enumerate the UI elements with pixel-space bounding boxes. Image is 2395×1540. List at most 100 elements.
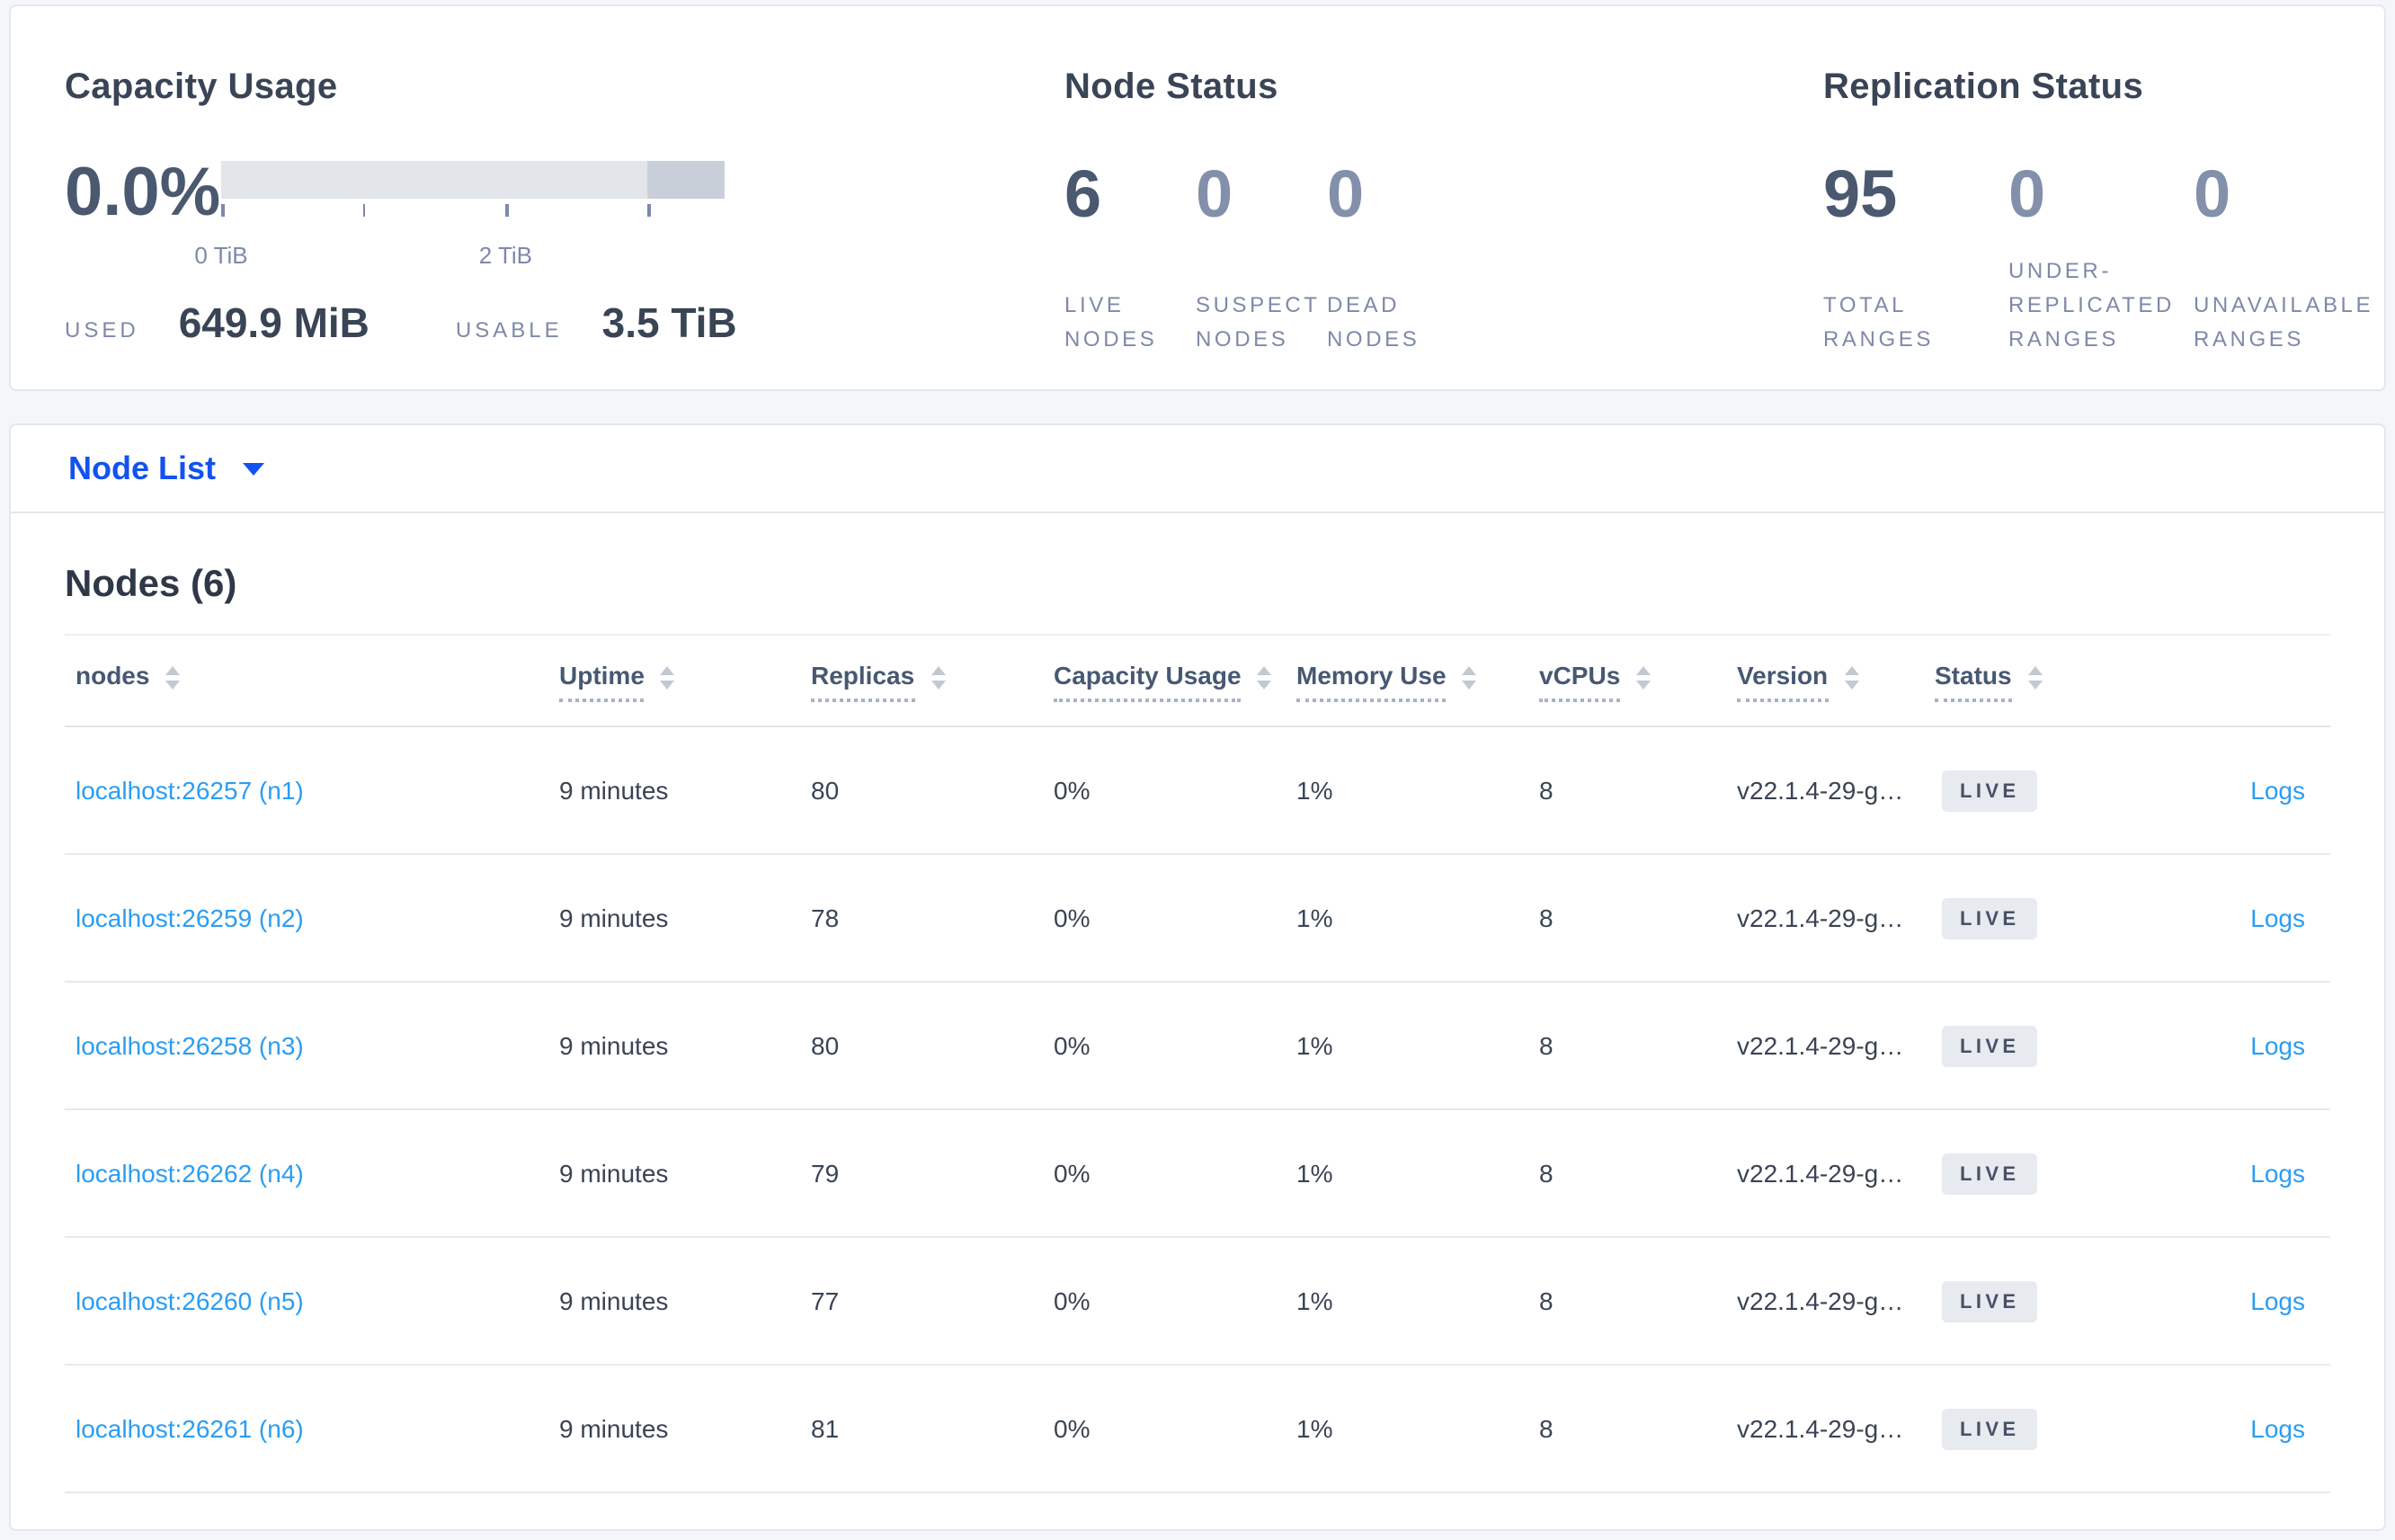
sort-icon bbox=[930, 665, 946, 689]
chevron-down-icon bbox=[243, 462, 265, 475]
logs-link[interactable]: Logs bbox=[2250, 1031, 2305, 1060]
axis-tick bbox=[221, 204, 224, 217]
stat-dead-nodes: 0 DEAD NODES bbox=[1327, 157, 1458, 357]
capacity-bar-track bbox=[221, 161, 725, 199]
status-badge: LIVE bbox=[1942, 1280, 2038, 1322]
axis-label-0tib: 0 TiB bbox=[194, 242, 248, 269]
column-header-nodes[interactable]: nodes bbox=[65, 660, 559, 701]
column-header-version[interactable]: Version bbox=[1737, 660, 1935, 701]
status-badge: LIVE bbox=[1942, 1153, 2038, 1194]
sort-icon bbox=[1636, 665, 1652, 689]
node-link[interactable]: localhost:26260 (n5) bbox=[76, 1286, 304, 1315]
node-link[interactable]: localhost:26259 (n2) bbox=[76, 904, 304, 932]
memory-use-cell: 1% bbox=[1296, 1159, 1333, 1188]
column-header-uptime[interactable]: Uptime bbox=[559, 660, 811, 701]
table-row: localhost:26262 (n4) 9 minutes 79 0% 1% … bbox=[65, 1110, 2330, 1238]
live-nodes-label: LIVE NODES bbox=[1064, 292, 1158, 352]
node-link[interactable]: localhost:26261 (n6) bbox=[76, 1414, 304, 1443]
version-cell: v22.1.4-29-g… bbox=[1737, 1159, 1904, 1188]
used-label: USED bbox=[65, 317, 139, 343]
suspect-nodes-label: SUSPECT NODES bbox=[1196, 292, 1321, 352]
stat-total-ranges: 95 TOTAL RANGES bbox=[1823, 157, 2008, 357]
sort-icon bbox=[660, 665, 675, 689]
replication-status-title: Replication Status bbox=[1823, 67, 2144, 107]
table-row: localhost:26259 (n2) 9 minutes 78 0% 1% … bbox=[65, 855, 2330, 983]
vcpus-cell: 8 bbox=[1539, 1414, 1554, 1443]
uptime-cell: 9 minutes bbox=[559, 1031, 669, 1060]
memory-use-cell: 1% bbox=[1296, 1031, 1333, 1060]
cluster-overview-page: Capacity Usage 0.0% 0 TiB 2 TiB bbox=[0, 4, 2395, 1540]
version-cell: v22.1.4-29-g… bbox=[1737, 1031, 1904, 1060]
memory-use-cell: 1% bbox=[1296, 776, 1333, 805]
replication-status-section: Replication Status 95 TOTAL RANGES 0 UND… bbox=[1823, 64, 2384, 389]
column-header-vcpus[interactable]: vCPUs bbox=[1539, 660, 1737, 701]
vcpus-cell: 8 bbox=[1539, 1159, 1554, 1188]
capacity-usage-cell: 0% bbox=[1054, 1031, 1091, 1060]
vcpus-cell: 8 bbox=[1539, 904, 1554, 932]
status-badge: LIVE bbox=[1942, 1408, 2038, 1449]
dead-nodes-value: 0 bbox=[1327, 157, 1365, 231]
uptime-cell: 9 minutes bbox=[559, 904, 669, 932]
sort-icon bbox=[1844, 665, 1859, 689]
capacity-usage-cell: 0% bbox=[1054, 1414, 1091, 1443]
column-header-status[interactable]: Status bbox=[1935, 660, 2123, 701]
capacity-usage-cell: 0% bbox=[1054, 1286, 1091, 1315]
sort-icon bbox=[1257, 665, 1272, 689]
sort-icon bbox=[165, 665, 181, 689]
axis-tick bbox=[505, 204, 509, 217]
under-replicated-ranges-label: UNDER-REPLICATED RANGES bbox=[2008, 258, 2175, 352]
vcpus-cell: 8 bbox=[1539, 1031, 1554, 1060]
live-nodes-value: 6 bbox=[1064, 157, 1102, 231]
capacity-bar-chart: 0 TiB 2 TiB bbox=[194, 161, 725, 271]
node-link[interactable]: localhost:26257 (n1) bbox=[76, 776, 304, 805]
sort-icon bbox=[2027, 665, 2043, 689]
replicas-cell: 78 bbox=[811, 904, 840, 932]
stat-under-replicated-ranges: 0 UNDER-REPLICATED RANGES bbox=[2008, 157, 2194, 357]
view-selector-bar: Node List bbox=[11, 425, 2384, 513]
replicas-cell: 80 bbox=[811, 776, 840, 805]
column-header-replicas[interactable]: Replicas bbox=[811, 660, 1054, 701]
nodes-count-title: Nodes (6) bbox=[65, 564, 237, 605]
capacity-usage-cell: 0% bbox=[1054, 776, 1091, 805]
under-replicated-ranges-value: 0 bbox=[2008, 157, 2046, 231]
logs-link[interactable]: Logs bbox=[2250, 904, 2305, 932]
replicas-cell: 77 bbox=[811, 1286, 840, 1315]
replicas-cell: 80 bbox=[811, 1031, 840, 1060]
unavailable-ranges-label: UNAVAILABLE RANGES bbox=[2194, 292, 2374, 352]
unavailable-ranges-value: 0 bbox=[2194, 157, 2231, 231]
nodes-table-section: Nodes (6) nodes Uptime Replicas bbox=[11, 562, 2384, 1529]
capacity-usage-cell: 0% bbox=[1054, 1159, 1091, 1188]
stat-unavailable-ranges: 0 UNAVAILABLE RANGES bbox=[2194, 157, 2379, 357]
total-ranges-label: TOTAL RANGES bbox=[1823, 292, 1934, 352]
nodes-table: nodes Uptime Replicas Capacity Usage bbox=[65, 634, 2330, 1493]
node-list-dropdown[interactable]: Node List bbox=[68, 450, 265, 487]
logs-link[interactable]: Logs bbox=[2250, 1286, 2305, 1315]
logs-link[interactable]: Logs bbox=[2250, 1414, 2305, 1443]
table-row: localhost:26258 (n3) 9 minutes 80 0% 1% … bbox=[65, 983, 2330, 1110]
uptime-cell: 9 minutes bbox=[559, 1414, 669, 1443]
node-list-panel: Node List Nodes (6) nodes Uptime bbox=[9, 423, 2386, 1531]
stat-live-nodes: 6 LIVE NODES bbox=[1064, 157, 1196, 357]
sort-icon bbox=[1462, 665, 1477, 689]
node-status-title: Node Status bbox=[1064, 67, 1278, 107]
vcpus-cell: 8 bbox=[1539, 776, 1554, 805]
capacity-bar-segment bbox=[647, 161, 725, 199]
used-value: 649.9 MiB bbox=[178, 299, 369, 346]
node-link[interactable]: localhost:26258 (n3) bbox=[76, 1031, 304, 1060]
capacity-stats: USED 649.9 MiB USABLE 3.5 TiB bbox=[65, 299, 1064, 348]
version-cell: v22.1.4-29-g… bbox=[1737, 904, 1904, 932]
column-header-capacity-usage[interactable]: Capacity Usage bbox=[1054, 660, 1296, 701]
node-link[interactable]: localhost:26262 (n4) bbox=[76, 1159, 304, 1188]
table-row: localhost:26257 (n1) 9 minutes 80 0% 1% … bbox=[65, 727, 2330, 855]
version-cell: v22.1.4-29-g… bbox=[1737, 776, 1904, 805]
uptime-cell: 9 minutes bbox=[559, 776, 669, 805]
column-header-memory-use[interactable]: Memory Use bbox=[1296, 660, 1539, 701]
axis-tick bbox=[647, 204, 651, 217]
logs-link[interactable]: Logs bbox=[2250, 776, 2305, 805]
capacity-usage-cell: 0% bbox=[1054, 904, 1091, 932]
capacity-axis-ticks bbox=[221, 204, 725, 222]
memory-use-cell: 1% bbox=[1296, 1414, 1333, 1443]
logs-link[interactable]: Logs bbox=[2250, 1159, 2305, 1188]
node-list-dropdown-label: Node List bbox=[68, 450, 217, 485]
replicas-cell: 81 bbox=[811, 1414, 840, 1443]
